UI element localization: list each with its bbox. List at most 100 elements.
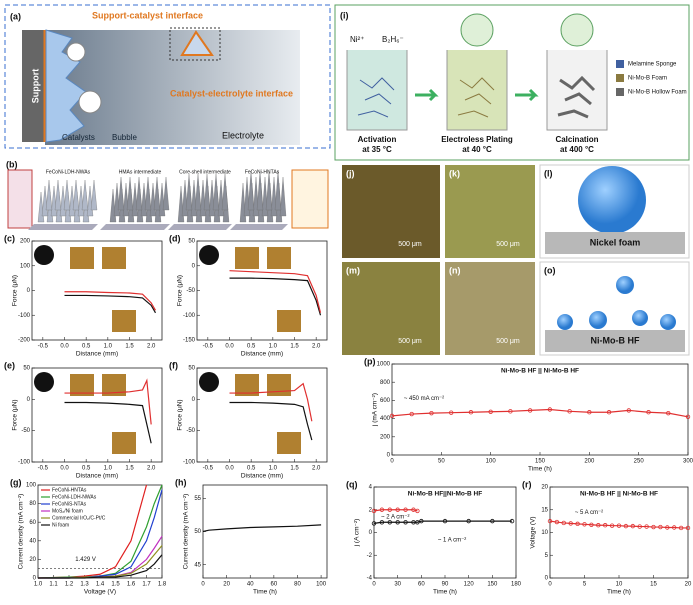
panel-label: (b) xyxy=(6,159,18,169)
x-tick-label: 120 xyxy=(464,582,475,588)
electrolyte-region xyxy=(45,30,300,145)
crystal-box xyxy=(7,169,33,229)
x-tick-label: 100 xyxy=(486,459,497,465)
y-tick-label: 50 xyxy=(23,366,30,372)
x-tick-label: 20 xyxy=(685,582,692,588)
panel-label: (j) xyxy=(346,168,355,178)
nanowire xyxy=(72,179,80,211)
marker xyxy=(403,507,408,512)
zoom-circle xyxy=(460,13,494,47)
y-tick-label: -2 xyxy=(367,553,373,559)
inset-photo xyxy=(112,310,136,332)
y-tick-label: 50 xyxy=(188,366,195,372)
marker xyxy=(547,518,553,524)
legend-label: FeCoNi-LDH-NWAs xyxy=(52,494,97,500)
y-tick-label: 200 xyxy=(20,239,31,245)
ion: Ni²⁺ xyxy=(350,35,364,44)
bubble xyxy=(66,42,86,62)
substrate xyxy=(545,330,685,352)
marker xyxy=(587,410,592,415)
annotation: Catalysts xyxy=(62,133,95,142)
legend-label: Ni foam xyxy=(52,522,69,528)
x-tick-label: 0.5 xyxy=(247,466,256,472)
y-tick-label: -4 xyxy=(367,576,373,582)
nanowire xyxy=(194,173,202,211)
plot-frame xyxy=(549,486,689,579)
x-axis-label: Time (h) xyxy=(253,589,277,596)
sponge xyxy=(357,77,395,118)
base-plate xyxy=(100,224,170,230)
series-line xyxy=(64,294,157,314)
x-axis-label: Distance (mm) xyxy=(241,473,283,480)
photo xyxy=(342,262,440,355)
beaker xyxy=(546,50,608,131)
bubble xyxy=(589,311,607,329)
marker xyxy=(387,507,392,512)
photos: (j) (k) (l) (m) (n) (o) 500 μm 500 μm 50… xyxy=(342,164,690,356)
marker xyxy=(658,524,663,530)
nanowire xyxy=(256,170,264,211)
x-tick-label: 0 xyxy=(372,582,376,588)
marker xyxy=(685,414,691,419)
marker xyxy=(616,523,622,528)
y-tick-label: 4 xyxy=(369,485,373,491)
y-tick-label: 20 xyxy=(541,485,548,491)
y-tick-label: -100 xyxy=(183,313,196,319)
y-tick-label: -150 xyxy=(183,338,196,344)
series-line xyxy=(64,378,152,425)
panel-border xyxy=(4,4,331,149)
step: at 40 °C xyxy=(462,145,492,154)
legend-label: FeCoNi-HNTAs xyxy=(52,487,87,493)
panel-label: (e) xyxy=(4,360,15,370)
x-tick-label: 20 xyxy=(223,582,230,588)
x-tick-label: 50 xyxy=(438,459,445,465)
y-tick-label: -200 xyxy=(18,338,31,344)
x-tick-label: 1.0 xyxy=(34,582,43,588)
y-tick-label: -50 xyxy=(186,288,195,294)
annotation: Support xyxy=(30,69,40,104)
marker xyxy=(403,520,408,525)
y-axis-label: j (mA cm⁻²) xyxy=(372,393,379,427)
y-tick-label: 1000 xyxy=(377,362,391,368)
plot-frame xyxy=(202,484,328,579)
y-tick-label: -100 xyxy=(183,460,196,466)
inset-photo xyxy=(102,374,126,396)
marker xyxy=(488,409,493,414)
y-tick-label: 45 xyxy=(194,562,201,568)
x-tick-label: 1.0 xyxy=(269,344,278,350)
marker xyxy=(603,523,608,528)
marker xyxy=(561,520,566,526)
series-line xyxy=(549,520,688,529)
marker xyxy=(547,407,553,412)
marker xyxy=(379,520,385,525)
scale-bar-label: 500 μm xyxy=(496,241,520,248)
y-tick-label: 0 xyxy=(27,397,31,403)
marker xyxy=(409,411,414,417)
x-tick-label: 0.5 xyxy=(82,344,91,350)
legend-label: Commercial IrO₂/C-Pt/C xyxy=(52,515,106,521)
beaker xyxy=(346,50,408,131)
legend-label: MoS₂/Ni foam xyxy=(52,508,83,514)
series-line xyxy=(64,291,157,311)
marker xyxy=(623,523,629,529)
x-tick-label: 80 xyxy=(294,582,301,588)
x-tick-label: 60 xyxy=(271,582,278,588)
y-axis-label: Force (μN) xyxy=(177,399,184,430)
x-tick-label: 1.0 xyxy=(269,466,278,472)
nanowire xyxy=(126,176,134,211)
marker xyxy=(665,525,670,530)
x-tick-label: 1.0 xyxy=(104,344,113,350)
nanowire xyxy=(63,179,71,211)
bubble xyxy=(616,276,634,294)
x-tick-label: -0.5 xyxy=(38,344,49,350)
panel-label: (k) xyxy=(449,168,460,178)
inset-box xyxy=(169,27,221,61)
x-tick-label: 0.5 xyxy=(82,466,91,472)
inset-photo xyxy=(102,247,126,269)
step-label: Core-shell intermediate xyxy=(179,169,231,175)
x-axis-label: Time (h) xyxy=(528,466,552,473)
x-axis-label: Distance (mm) xyxy=(241,351,283,358)
x-tick-label: 1.7 xyxy=(142,582,151,588)
nanowire xyxy=(162,176,170,211)
x-tick-label: 0.0 xyxy=(225,466,234,472)
